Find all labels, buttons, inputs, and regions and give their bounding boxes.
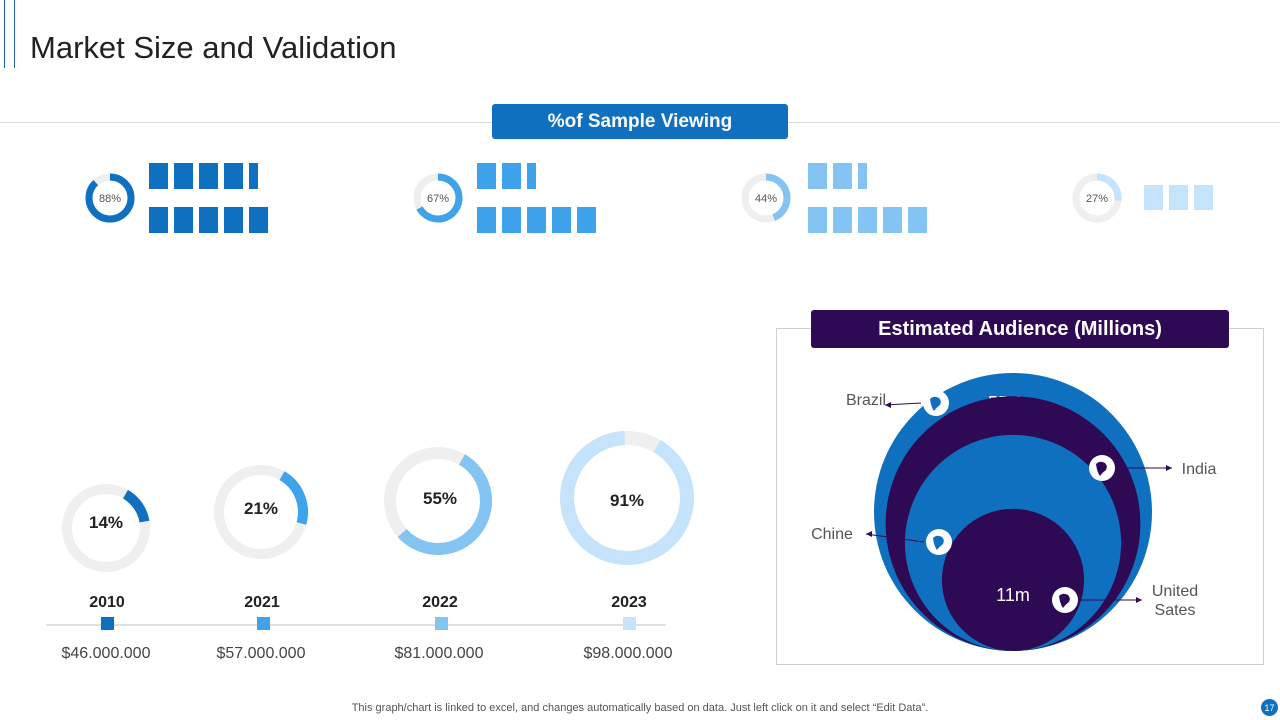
page-number: 17 <box>1261 699 1278 716</box>
country-label: Brazil <box>846 392 886 409</box>
accent-line-left <box>4 0 5 68</box>
audience-title: Estimated Audience (Millions) <box>811 310 1229 348</box>
sample-square <box>577 207 596 233</box>
sample-donut-3-arc <box>741 173 791 223</box>
country-label: United Sates <box>1152 583 1198 619</box>
sample-square <box>1194 185 1213 210</box>
sample-square <box>224 207 243 233</box>
sample-square <box>477 207 496 233</box>
country-label: India <box>1182 461 1217 478</box>
sample-square <box>199 207 218 233</box>
sample-square <box>149 163 168 189</box>
accent-line-right <box>14 0 15 68</box>
sample-square <box>249 207 268 233</box>
sample-square <box>527 163 536 189</box>
audience-bubble-4 <box>941 508 1085 651</box>
sample-square <box>249 163 258 189</box>
year-donut-label: 21% <box>244 499 278 518</box>
sample-donut-label: 44% <box>755 193 777 205</box>
year-marker <box>435 617 448 630</box>
sample-donut-label: 27% <box>1086 193 1108 205</box>
arrow-head <box>885 402 891 408</box>
year-label: 2023 <box>611 594 647 611</box>
footer-note: This graph/chart is linked to excel, and… <box>351 702 929 714</box>
map-icon <box>1059 593 1070 608</box>
year-donut-label: 55% <box>423 489 457 508</box>
sample-square <box>174 207 193 233</box>
sample-viewing-title: %of Sample Viewing <box>492 104 788 139</box>
sample-square <box>858 207 877 233</box>
sample-donut-label: 67% <box>427 193 449 205</box>
map-icon <box>1096 461 1107 476</box>
sample-square <box>858 163 867 189</box>
year-amount: $57.000.000 <box>217 645 306 662</box>
map-icon <box>930 396 941 411</box>
year-label: 2010 <box>89 594 125 611</box>
year-donut-2010-track <box>62 484 150 572</box>
sample-donut-1-arc <box>85 173 135 223</box>
arrow-line <box>865 533 925 543</box>
year-amount: $46.000.000 <box>62 645 151 662</box>
year-donut-2023-arc <box>560 431 694 565</box>
page-title: Market Size and Validation <box>30 30 397 65</box>
sample-square <box>149 207 168 233</box>
audience-value: 11m <box>996 585 1030 605</box>
sample-square <box>1169 185 1188 210</box>
sample-square <box>527 207 546 233</box>
year-donut-label: 91% <box>610 491 644 510</box>
map-icon <box>933 535 944 550</box>
timeline-line <box>46 624 666 626</box>
sample-square <box>808 207 827 233</box>
sample-square <box>199 163 218 189</box>
year-label: 2022 <box>422 594 458 611</box>
year-label: 2021 <box>244 594 280 611</box>
sample-square <box>477 163 496 189</box>
year-marker <box>257 617 270 630</box>
arrow-head <box>1166 465 1172 471</box>
sample-square <box>1144 185 1163 210</box>
year-marker <box>101 617 114 630</box>
sample-square <box>883 207 902 233</box>
sample-square <box>908 207 927 233</box>
year-amount: $81.000.000 <box>395 645 484 662</box>
sample-square <box>502 163 521 189</box>
sample-square <box>174 163 193 189</box>
arrow-head <box>1136 597 1142 603</box>
year-donut-2022-arc <box>384 447 492 555</box>
year-donut-label: 14% <box>89 513 123 532</box>
year-marker <box>623 617 636 630</box>
sample-square <box>833 163 852 189</box>
year-donut-2010-arc <box>62 484 150 572</box>
sample-square <box>502 207 521 233</box>
arrow-head <box>866 531 872 537</box>
year-amount: $98.000.000 <box>584 645 673 662</box>
sample-donut-4-arc <box>1072 173 1122 223</box>
sample-square <box>808 163 827 189</box>
year-donut-2021-arc <box>214 465 308 559</box>
sample-square <box>224 163 243 189</box>
country-label: Chine <box>811 526 853 543</box>
sample-donut-2-arc <box>413 173 463 223</box>
sample-square <box>552 207 571 233</box>
sample-square <box>833 207 852 233</box>
sample-donut-label: 88% <box>99 193 121 205</box>
